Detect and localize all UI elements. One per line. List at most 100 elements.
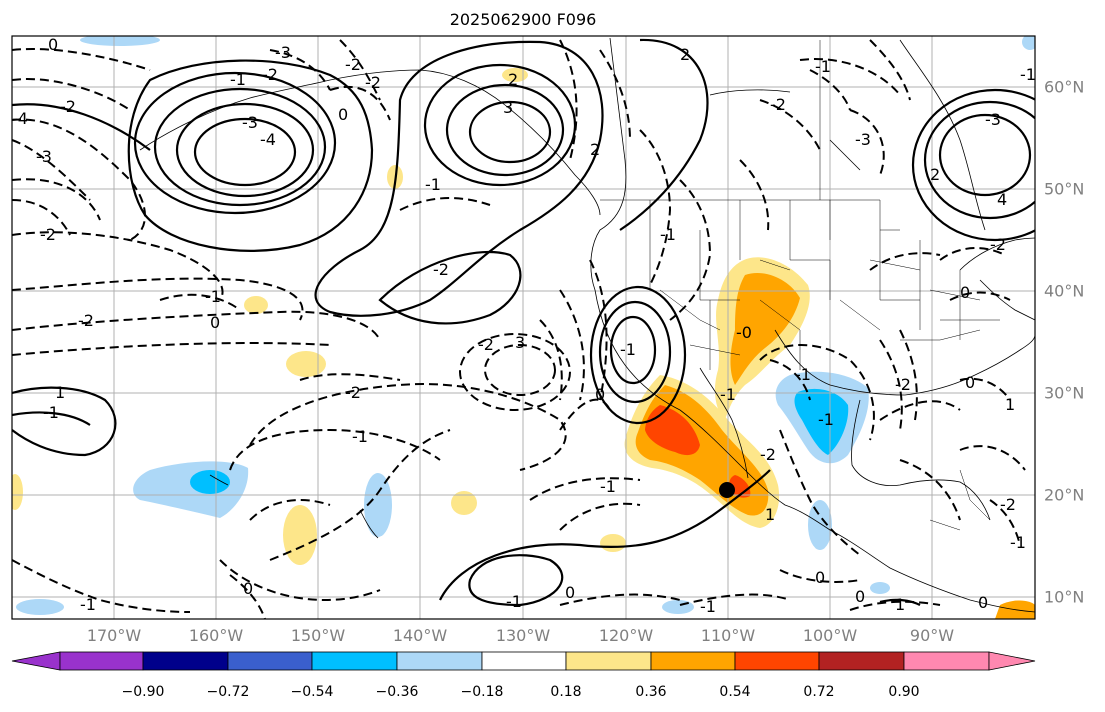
negative-anomaly-blob: [1022, 36, 1035, 50]
lon-label: 90°W: [909, 626, 955, 645]
positive-contours: [12, 38, 1035, 607]
colorbar-segment: [650, 651, 736, 671]
positive-anomaly-blob: [600, 534, 626, 552]
contour-ring: [923, 100, 1035, 220]
colorbar-tick-label: −0.54: [290, 684, 334, 700]
contour-label: -1: [720, 385, 736, 404]
positive-anomaly-blob: [502, 68, 528, 82]
lon-label: 170°W: [86, 626, 142, 645]
contour-label: -2: [40, 225, 56, 244]
contour-ring: [938, 113, 1032, 197]
contour-label: -3: [242, 113, 258, 132]
contour-ring: [193, 117, 297, 187]
colorbar-tick-label: −0.90: [121, 684, 165, 700]
graticule: [12, 36, 1035, 619]
contour-label-group: 0 -3 -2 -2 -4 -3 -1 -2 -3 -4 -2 2 3 -1 0…: [12, 35, 1036, 616]
contour-label: 2: [680, 45, 690, 64]
colorbar-segment: [311, 651, 398, 671]
contour-label: -1: [230, 70, 246, 89]
contour-ring: [609, 315, 657, 385]
contour-label: -0: [736, 323, 752, 342]
positive-anomaly-blob: [451, 491, 477, 515]
contour-label: -1: [600, 477, 616, 496]
contour-label: -2: [433, 260, 449, 279]
lon-label: 150°W: [290, 626, 346, 645]
contour-ring: [445, 83, 565, 177]
contour-line: [12, 411, 91, 426]
contour-label: -4: [12, 109, 28, 128]
colorbar-segment: [142, 651, 229, 671]
contour-line: [12, 386, 117, 457]
contour-ring: [589, 285, 687, 425]
contour-label: 0: [338, 105, 348, 124]
colorbar-segment: [59, 651, 144, 671]
map-frame: [11, 35, 1036, 620]
contour-label: 0: [960, 283, 970, 302]
colorbar-tick-label: 0.18: [550, 684, 582, 700]
contour-label: -2: [895, 375, 911, 394]
positive-anomaly-blob: [244, 296, 268, 314]
contour-label: 0: [210, 313, 220, 332]
colorbar-segment: [227, 651, 313, 671]
lon-label: 140°W: [392, 626, 448, 645]
shaded-anomaly-layer: [12, 36, 1035, 619]
negative-anomaly-blob: [80, 36, 160, 46]
lon-label: 120°W: [598, 626, 654, 645]
contour-label: -1: [1020, 65, 1036, 84]
colorbar-segment: [734, 651, 820, 671]
contour-label: -1: [80, 595, 96, 614]
contour-line: [468, 554, 564, 607]
plot-title: 2025062900 F096: [449, 10, 597, 29]
contour-label: -1: [1010, 533, 1026, 552]
lon-label: 160°W: [188, 626, 244, 645]
negative-anomaly-blob: [662, 600, 694, 614]
colorbar-tick-label: −0.18: [460, 684, 504, 700]
contour-line: [12, 103, 151, 151]
positive-anomaly-blob: [12, 474, 23, 510]
positive-anomaly-core: [730, 272, 800, 385]
negative-contours: [12, 39, 1026, 619]
contour-ring: [175, 102, 315, 198]
contour-line: [879, 598, 921, 606]
colorbar-tick-label: −0.36: [375, 684, 419, 700]
colorbar-segment: [903, 651, 990, 671]
contour-label: -2: [760, 445, 776, 464]
storm-center-dot: [719, 482, 735, 498]
contour-label: 0: [48, 35, 58, 54]
contour-label: 0: [595, 385, 605, 404]
contour-ring: [911, 88, 1035, 242]
negative-anomaly-core: [794, 388, 849, 455]
contour-label: -1: [506, 592, 522, 611]
contour-label: -2: [990, 235, 1006, 254]
contour-label: -3: [855, 130, 871, 149]
colorbar-tick-label: 0.36: [635, 684, 667, 700]
contour-ring: [133, 71, 337, 215]
contour-label: -2: [345, 55, 361, 74]
contour-label: -1: [620, 340, 636, 359]
lat-label: 30°N: [1044, 383, 1085, 403]
contour-label: 2: [590, 140, 600, 159]
contour-ring: [153, 87, 327, 207]
colorbar-tick-label: 0.54: [719, 684, 751, 700]
colorbar-tick-label: 0.72: [803, 684, 835, 700]
contour-ring: [598, 300, 672, 404]
colorbar-tick-label: −0.72: [206, 684, 250, 700]
contour-label: -1: [425, 175, 441, 194]
lat-label: 60°N: [1044, 77, 1085, 97]
colorbar-segment: [396, 651, 483, 671]
negative-anomaly-blob: [808, 500, 832, 550]
contour-line: [439, 469, 771, 601]
colorbar-segment: [565, 651, 652, 671]
lat-label: 50°N: [1044, 179, 1085, 199]
contour-label: -2: [478, 335, 494, 354]
political-borders: [600, 40, 1000, 531]
negative-anomaly-blob: [16, 599, 64, 615]
contour-label: -2: [770, 95, 786, 114]
contour-line: [314, 40, 604, 317]
contour-label: -2: [60, 97, 76, 116]
positive-anomaly-blob: [283, 505, 317, 565]
colorbar: [11, 651, 1036, 671]
colorbar-segment: [818, 651, 905, 671]
contour-label: 0: [565, 583, 575, 602]
